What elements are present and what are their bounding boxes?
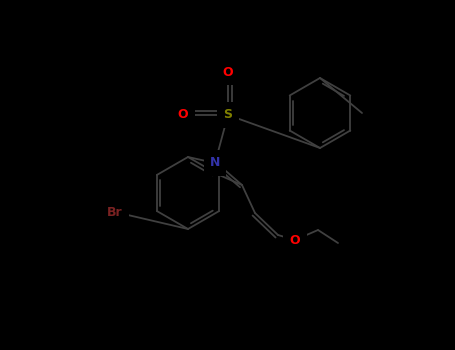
Text: O: O bbox=[222, 65, 233, 78]
Text: N: N bbox=[210, 156, 220, 169]
Text: O: O bbox=[178, 108, 188, 121]
Text: Br: Br bbox=[107, 205, 123, 218]
Text: S: S bbox=[223, 108, 233, 121]
Text: O: O bbox=[290, 233, 300, 246]
